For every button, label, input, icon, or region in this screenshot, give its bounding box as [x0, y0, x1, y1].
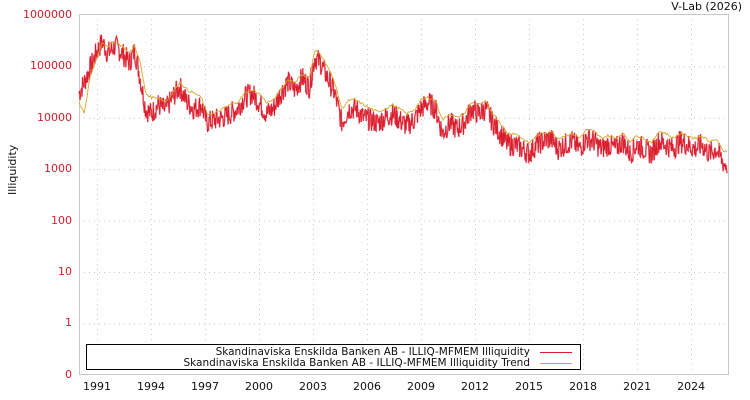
legend-swatch-illiquidity [540, 351, 572, 353]
chart-credit: V-Lab (2026) [671, 0, 742, 13]
x-tick-label: 2024 [677, 380, 706, 393]
y-tick-label: 100 [51, 213, 72, 227]
y-tick-label: 100000 [30, 59, 72, 73]
legend-label-illiquidity: Skandinaviska Enskilda Banken AB - ILLIQ… [215, 346, 530, 358]
x-tick-label: 2018 [569, 380, 598, 393]
x-tick-label: 2021 [623, 380, 652, 393]
x-tick-label: 2003 [299, 380, 328, 393]
legend-item-trend: Skandinaviska Enskilda Banken AB - ILLIQ… [183, 357, 572, 369]
x-tick-label: 1994 [137, 380, 165, 393]
x-tick-label: 2009 [407, 380, 436, 393]
illiquidity-trend-line [78, 41, 728, 153]
y-tick-label: 10000 [37, 110, 72, 124]
legend: Skandinaviska Enskilda Banken AB - ILLIQ… [86, 344, 581, 370]
x-tick-label: 2006 [353, 380, 382, 393]
x-tick-label: 1997 [191, 380, 220, 393]
y-tick-label: 0 [65, 367, 72, 381]
x-tick-label: 2015 [515, 380, 544, 393]
legend-item-illiquidity: Skandinaviska Enskilda Banken AB - ILLIQ… [216, 346, 572, 358]
y-tick-label: 1000000 [23, 8, 72, 21]
plot-frame [79, 14, 729, 375]
x-tick-label: 2000 [245, 380, 274, 393]
illiquidity-line [78, 34, 728, 174]
y-tick-label: 10 [58, 265, 72, 278]
legend-label-trend: Skandinaviska Enskilda Banken AB - ILLIQ… [183, 357, 530, 369]
data-series [78, 33, 728, 174]
y-tick-label: 1000 [44, 162, 72, 176]
legend-swatch-trend [540, 362, 572, 364]
y-tick-label: 1 [65, 316, 72, 330]
gridlines [79, 14, 728, 374]
x-tick-label: 1991 [83, 380, 111, 393]
x-tick-label: 2012 [461, 380, 490, 393]
